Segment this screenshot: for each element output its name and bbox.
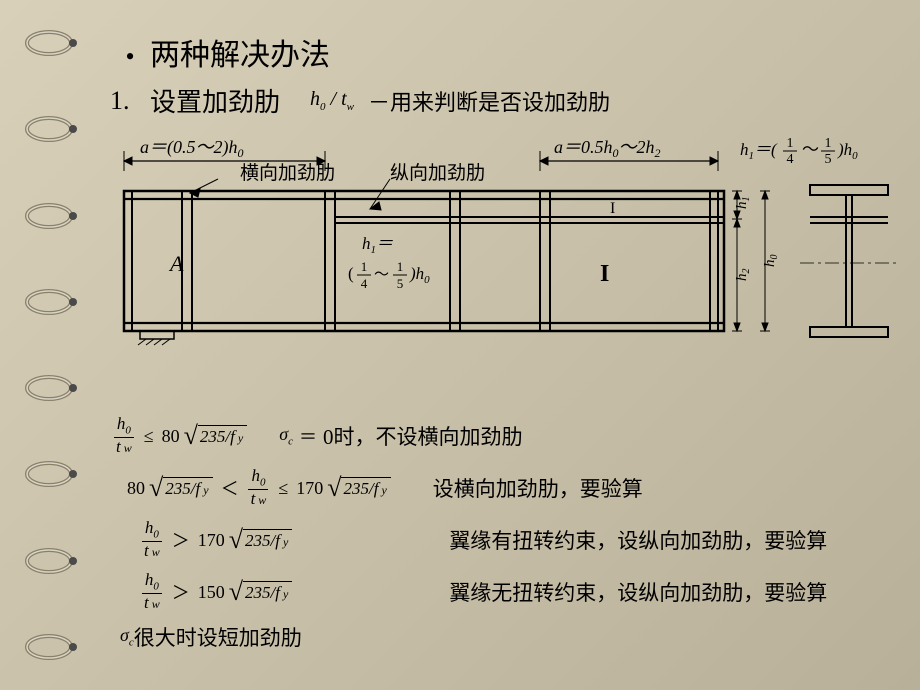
desc-2: 设横向加劲肋，要验算 (433, 473, 643, 503)
formula-block: h0 t w ≤ 80 √ 235/f y σc ＝ 0时，不设横向加劲肋 80… (110, 414, 920, 652)
binding-ring (25, 373, 85, 403)
subtitle-text: 设置加劲肋 (150, 82, 280, 119)
slide-content: • 两种解决办法 1. 设置加劲肋 h0 / tw －用来判断是否设加劲肋 a＝… (110, 30, 910, 371)
formula-line-2: 80 √ 235/f y ＜ h0 t w ≤ 170 √ 235/f y 设横… (125, 466, 920, 510)
ratio-desc: －用来判断是否设加劲肋 (368, 85, 610, 117)
sqrt: √ 235/f y (184, 425, 248, 447)
list-number: 1. (110, 86, 150, 116)
sqrt: √ 235/f y (229, 529, 293, 551)
sigma-c: σc (279, 424, 293, 448)
svg-text:～: ～ (802, 140, 819, 159)
sqrt: √ 235/f y (149, 477, 213, 499)
svg-text:4: 4 (787, 152, 794, 167)
fraction: h0 t w (113, 415, 135, 456)
title-row: • 两种解决办法 (110, 30, 910, 74)
beam-diagram: a＝(0.5～2)h0 a＝0.5h0～2h2 横向加劲肋 纵向加劲肋 h1＝(… (110, 131, 910, 351)
binding-ring (25, 201, 85, 231)
desc-3: 翼缘有扭转约束，设纵向加劲肋，要验算 (449, 525, 827, 555)
page-title: 两种解决办法 (150, 30, 330, 74)
svg-text:5: 5 (825, 152, 832, 167)
subtitle-row: 1. 设置加劲肋 h0 / tw －用来判断是否设加劲肋 (110, 82, 910, 119)
svg-text:I: I (600, 261, 609, 287)
binding-ring (25, 114, 85, 144)
formula-line-4: h0 t w ＞ 150 √ 235/f y 翼缘无扭转约束，设纵向加劲肋，要验… (138, 570, 920, 614)
cmp-leq: ≤ (144, 426, 154, 447)
formula-line-5: σc 很大时设短加劲肋 (120, 622, 920, 652)
svg-text:)h0: )h0 (837, 140, 858, 162)
svg-text:1: 1 (397, 259, 404, 274)
coef: 80 (162, 426, 180, 447)
binding-ring (25, 287, 85, 317)
desc-4: 翼缘无扭转约束，设纵向加劲肋，要验算 (449, 577, 827, 607)
svg-text:h1＝: h1＝ (362, 234, 393, 256)
svg-text:A: A (168, 251, 184, 276)
svg-text:1: 1 (825, 136, 832, 151)
ratio-formula: h0 / tw (310, 88, 354, 113)
sqrt: √ 235/f y (229, 581, 293, 603)
fraction: h0 t w (141, 519, 163, 560)
binding-ring (25, 546, 85, 576)
svg-text:a＝0.5h0～2h2: a＝0.5h0～2h2 (554, 137, 661, 160)
svg-text:1: 1 (361, 259, 368, 274)
svg-text:～: ～ (374, 267, 389, 283)
bullet-icon: • (110, 42, 150, 72)
svg-text:h1＝(: h1＝( (740, 140, 778, 162)
svg-text:横向加劲肋: 横向加劲肋 (240, 162, 335, 184)
desc-1: 0时，不设横向加劲肋 (323, 421, 523, 451)
fraction: h0 t w (248, 467, 270, 508)
svg-text:4: 4 (361, 276, 368, 291)
binding-ring (25, 632, 85, 662)
svg-text:(: ( (348, 264, 354, 283)
svg-text:)h0: )h0 (409, 264, 430, 286)
svg-text:I: I (610, 200, 615, 217)
formula-line-3: h0 t w ＞ 170 √ 235/f y 翼缘有扭转约束，设纵向加劲肋，要验… (138, 518, 920, 562)
binding-ring (25, 28, 85, 58)
sqrt: √ 235/f y (327, 477, 391, 499)
svg-text:纵向加劲肋: 纵向加劲肋 (390, 162, 485, 184)
formula-line-1: h0 t w ≤ 80 √ 235/f y σc ＝ 0时，不设横向加劲肋 (110, 414, 920, 458)
svg-text:a＝(0.5～2)h0: a＝(0.5～2)h0 (140, 137, 244, 160)
fraction: h0 t w (141, 571, 163, 612)
spiral-binding (10, 0, 90, 690)
svg-text:5: 5 (397, 276, 404, 291)
svg-text:1: 1 (787, 136, 794, 151)
binding-ring (25, 459, 85, 489)
